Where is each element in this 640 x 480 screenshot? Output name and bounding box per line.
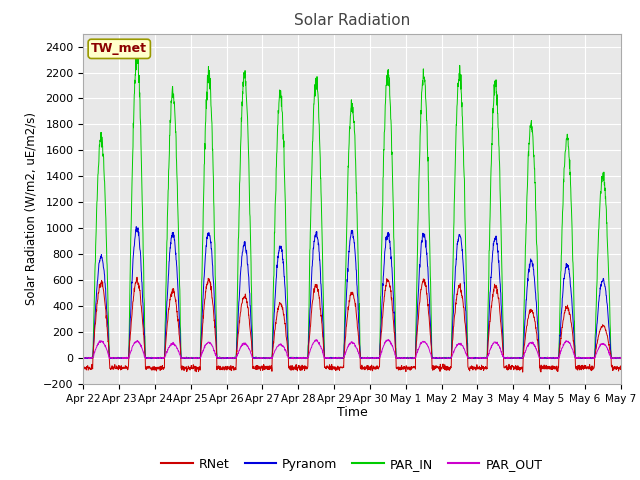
PAR_IN bbox=[570, 290, 577, 296]
PAR_IN bbox=[79, 355, 87, 361]
PAR_OUT bbox=[509, 355, 516, 361]
Pyranom bbox=[380, 272, 387, 277]
RNet bbox=[508, 364, 516, 370]
PAR_OUT bbox=[230, 355, 237, 360]
PAR_IN bbox=[585, 355, 593, 361]
RNet bbox=[570, 340, 577, 346]
Line: Pyranom: Pyranom bbox=[83, 227, 621, 359]
RNet bbox=[380, 306, 387, 312]
Pyranom bbox=[509, 355, 516, 361]
PAR_IN bbox=[230, 355, 237, 361]
PAR_OUT bbox=[585, 355, 593, 361]
Y-axis label: Solar Radiation (W/m2, uE/m2/s): Solar Radiation (W/m2, uE/m2/s) bbox=[24, 112, 37, 305]
RNet bbox=[230, 364, 237, 370]
PAR_IN bbox=[368, 355, 376, 360]
Pyranom bbox=[368, 355, 376, 360]
Pyranom bbox=[617, 355, 625, 361]
Title: Solar Radiation: Solar Radiation bbox=[294, 13, 410, 28]
Legend: RNet, Pyranom, PAR_IN, PAR_OUT: RNet, Pyranom, PAR_IN, PAR_OUT bbox=[156, 453, 548, 476]
PAR_IN bbox=[109, 356, 116, 361]
RNet bbox=[133, 275, 141, 280]
Pyranom bbox=[79, 355, 87, 361]
PAR_OUT bbox=[368, 355, 376, 360]
PAR_IN bbox=[509, 355, 516, 361]
Line: PAR_OUT: PAR_OUT bbox=[83, 339, 621, 359]
PAR_IN bbox=[617, 356, 625, 361]
PAR_OUT bbox=[385, 336, 392, 342]
PAR_IN bbox=[380, 156, 387, 161]
Pyranom bbox=[570, 329, 577, 335]
Text: TW_met: TW_met bbox=[92, 42, 147, 55]
PAR_OUT bbox=[380, 344, 387, 349]
RNet bbox=[585, 365, 593, 371]
Pyranom bbox=[81, 356, 88, 361]
Line: RNet: RNet bbox=[83, 277, 621, 372]
PAR_IN bbox=[132, 55, 140, 61]
RNet bbox=[617, 363, 625, 369]
PAR_OUT bbox=[85, 356, 93, 361]
Line: PAR_IN: PAR_IN bbox=[83, 58, 621, 359]
PAR_OUT bbox=[570, 351, 577, 357]
RNet bbox=[519, 369, 527, 375]
PAR_OUT bbox=[617, 355, 625, 361]
PAR_OUT bbox=[79, 355, 87, 360]
Pyranom bbox=[230, 355, 237, 361]
RNet bbox=[79, 364, 87, 370]
Pyranom bbox=[585, 356, 593, 361]
X-axis label: Time: Time bbox=[337, 407, 367, 420]
RNet bbox=[368, 362, 376, 368]
Pyranom bbox=[132, 224, 140, 229]
